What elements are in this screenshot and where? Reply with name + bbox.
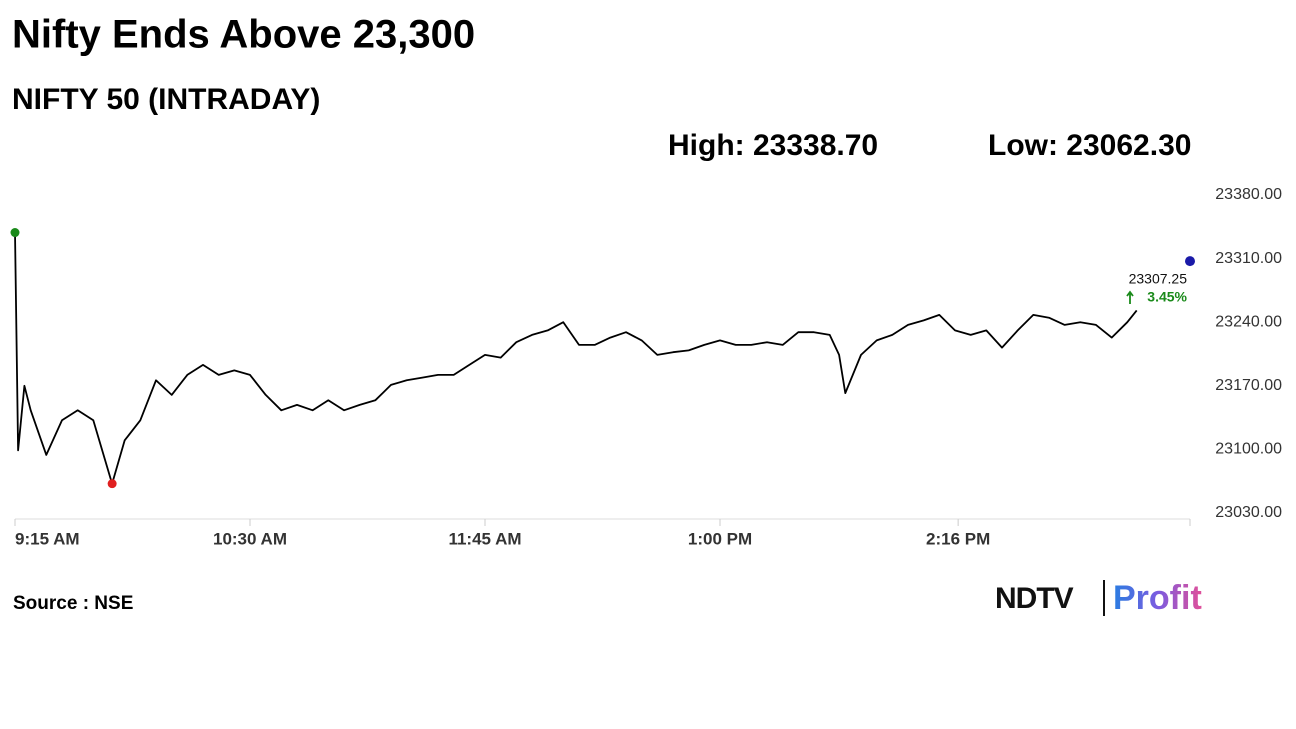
chart-subtitle: NIFTY 50 (INTRADAY) <box>12 83 320 116</box>
change-label: 3.45% <box>1147 289 1187 305</box>
change-arrow <box>1126 290 1134 304</box>
chart-title: Nifty Ends Above 23,300 <box>12 13 475 57</box>
x-tick-label: 9:15 AM <box>15 529 80 548</box>
y-tick-label: 23100.00 <box>1215 441 1282 458</box>
x-tick-label: 1:00 PM <box>688 529 752 548</box>
y-tick-label: 23310.00 <box>1215 250 1282 267</box>
y-tick-label: 23380.00 <box>1215 186 1282 203</box>
price-line <box>14 232 1138 485</box>
logo-ndtv: NDTV <box>995 582 1074 615</box>
close-label: 23307.25 <box>1129 271 1188 287</box>
source: Source : NSE <box>13 593 133 614</box>
x-tick-label: 2:16 PM <box>926 529 990 548</box>
low-marker <box>107 479 117 489</box>
high-label: High: 23338.70 <box>668 129 878 162</box>
low-label: Low: 23062.30 <box>988 129 1191 162</box>
x-tick-label: 10:30 AM <box>213 529 287 548</box>
logo-profit: Profit <box>1113 579 1202 617</box>
x-tick-label: 11:45 AM <box>448 529 521 548</box>
y-tick-label: 23170.00 <box>1215 377 1282 394</box>
close-marker <box>1185 256 1195 267</box>
high-marker <box>10 228 20 238</box>
y-tick-label: 23240.00 <box>1215 313 1282 330</box>
y-tick-label: 23030.00 <box>1215 504 1282 521</box>
